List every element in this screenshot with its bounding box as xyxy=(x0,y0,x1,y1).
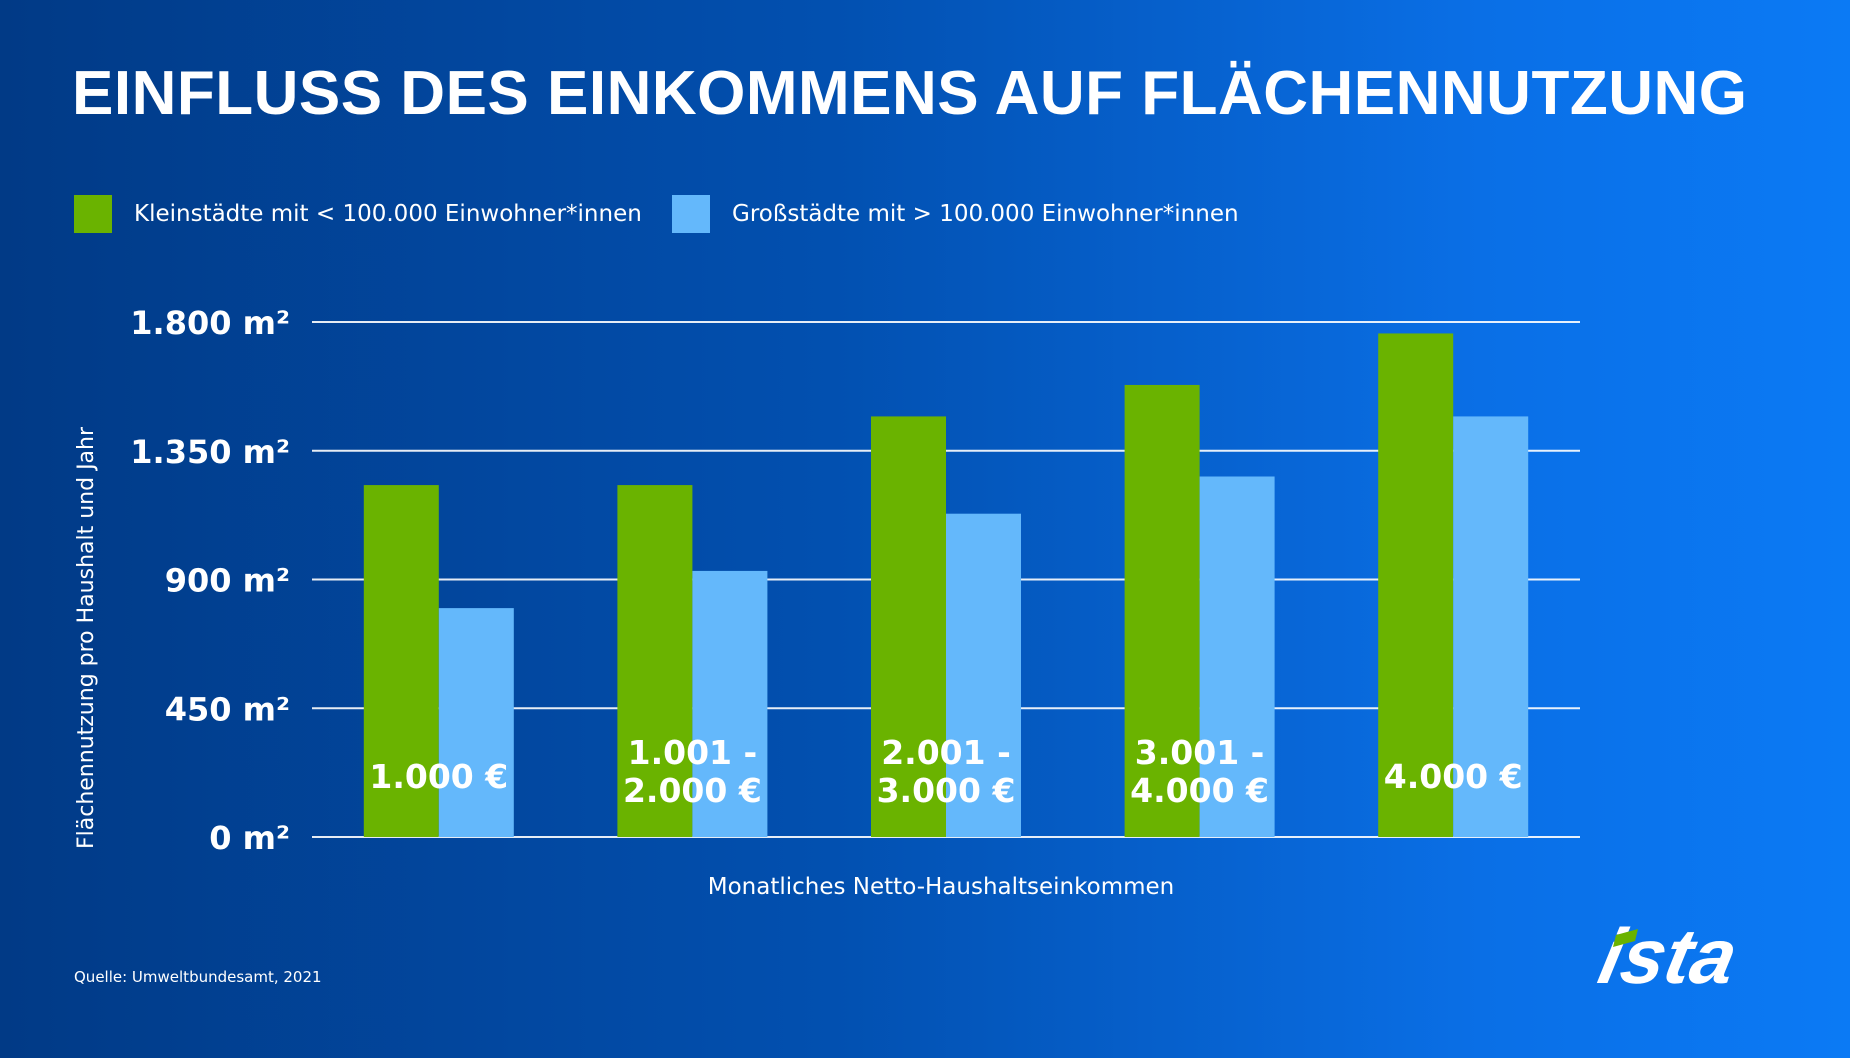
bar-grossstaedte xyxy=(692,570,768,837)
legend-label-grossstaedte: Großstädte mit > 100.000 Einwohner*innen xyxy=(732,201,1239,227)
y-tick-label: 450 m² xyxy=(165,690,290,728)
category-label-line: 2.000 € xyxy=(623,771,762,810)
category-label-line: 2.001 - xyxy=(881,733,1011,772)
category-label-line: 4.000 € xyxy=(1130,771,1269,810)
category-label: 3.001 -4.000 € xyxy=(1130,733,1269,810)
bar-grossstaedte xyxy=(1199,476,1275,837)
ista-logo: ista xyxy=(1592,915,1745,1000)
legend-item-kleinstaedte: Kleinstädte mit < 100.000 Einwohner*inne… xyxy=(74,195,642,233)
legend-swatch-green xyxy=(74,195,112,233)
y-tick-label: 0 m² xyxy=(209,819,290,857)
category-label: 2.001 -3.000 € xyxy=(877,733,1016,810)
y-tick-label: 900 m² xyxy=(165,562,290,600)
legend-item-grossstaedte: Großstädte mit > 100.000 Einwohner*innen xyxy=(672,195,1239,233)
logo-accent xyxy=(1613,929,1638,947)
bar-kleinstaedte xyxy=(1378,333,1454,837)
bar-kleinstaedte xyxy=(617,485,693,837)
logo-text: ista xyxy=(1592,915,1745,1000)
y-tick-label: 1.350 m² xyxy=(130,433,290,471)
category-label: 1.001 -2.000 € xyxy=(623,733,762,810)
bar-kleinstaedte xyxy=(363,485,439,837)
bar-kleinstaedte xyxy=(871,416,946,837)
x-axis-label: Monatliches Netto-Haushaltseinkommen xyxy=(708,874,1174,900)
bar-grossstaedte xyxy=(1453,416,1529,837)
category-label-line: 3.001 - xyxy=(1135,733,1265,772)
category-label-line: 1.000 € xyxy=(369,757,508,796)
category-label-line: 3.000 € xyxy=(877,771,1016,810)
category-label-line: 1.001 - xyxy=(628,733,758,772)
source-note: Quelle: Umweltbundesamt, 2021 xyxy=(74,968,322,986)
legend-label-kleinstaedte: Kleinstädte mit < 100.000 Einwohner*inne… xyxy=(134,201,642,227)
bar-grossstaedte xyxy=(438,608,514,837)
bar-kleinstaedte xyxy=(1124,384,1200,837)
category-label: 4.000 € xyxy=(1384,757,1523,796)
category-label: 1.000 € xyxy=(369,757,508,796)
y-axis-label: Flächennutzung pro Haushalt und Jahr xyxy=(74,426,99,849)
category-label-line: 4.000 € xyxy=(1384,757,1523,796)
chart-title: EINFLUSS DES EINKOMMENS AUF FLÄCHENNUTZU… xyxy=(72,59,1748,128)
bar-grossstaedte xyxy=(946,513,1021,837)
legend-swatch-blue xyxy=(672,195,710,233)
y-tick-label: 1.800 m² xyxy=(130,304,290,342)
